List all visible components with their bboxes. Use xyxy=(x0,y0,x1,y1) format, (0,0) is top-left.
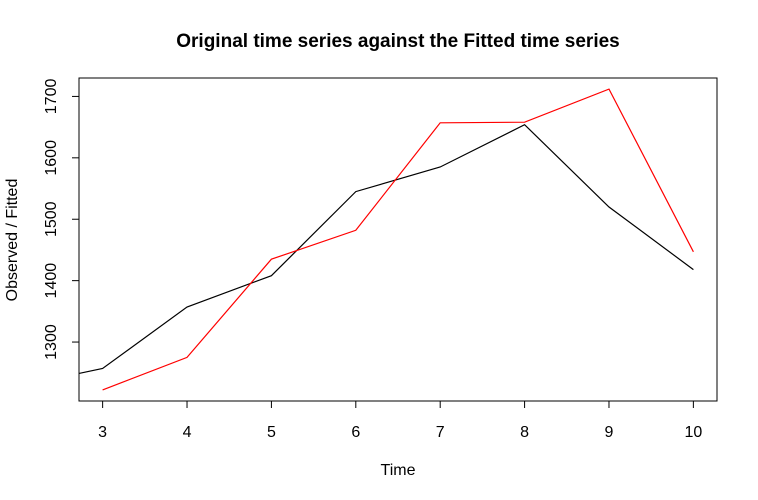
y-tick-label: 1700 xyxy=(43,79,60,115)
y-tick-label: 1600 xyxy=(43,140,60,176)
x-tick-label: 5 xyxy=(267,424,276,441)
y-axis: 1300 1400 1500 1600 1700 xyxy=(43,79,80,360)
x-tick-label: 10 xyxy=(684,424,702,441)
x-tick-label: 7 xyxy=(436,424,445,441)
y-tick-label: 1300 xyxy=(43,324,60,360)
chart-title: Original time series against the Fitted … xyxy=(176,31,620,52)
x-tick-label: 8 xyxy=(520,424,529,441)
plot-frame xyxy=(78,77,718,402)
x-tick-label: 3 xyxy=(98,424,107,441)
series-line-fitted xyxy=(102,88,694,391)
y-tick-label: 1400 xyxy=(43,263,60,299)
x-axis-label: Time xyxy=(381,462,416,479)
x-axis: 3 4 5 6 7 8 9 10 xyxy=(98,400,702,441)
x-tick-label: 6 xyxy=(351,424,360,441)
series-line-observed xyxy=(78,123,694,374)
y-tick-label: 1500 xyxy=(43,201,60,237)
x-tick-label: 4 xyxy=(183,424,192,441)
series-layer xyxy=(78,88,694,391)
x-tick-label: 9 xyxy=(605,424,614,441)
y-axis-label: Observed / Fitted xyxy=(4,179,21,302)
